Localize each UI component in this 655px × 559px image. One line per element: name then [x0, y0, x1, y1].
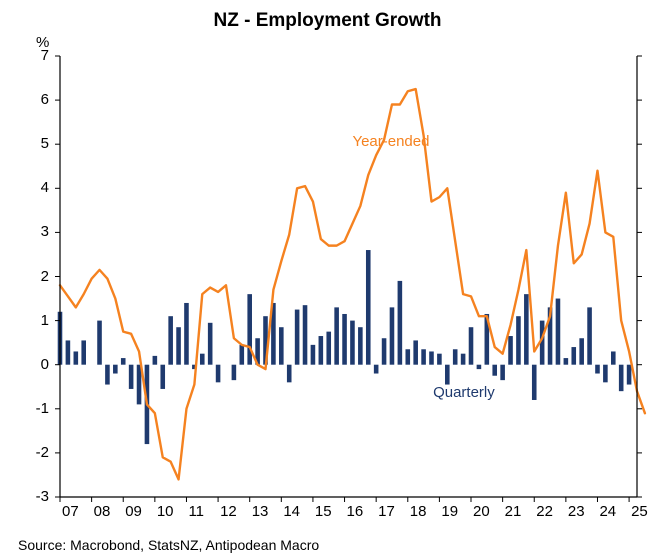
bar	[445, 365, 450, 385]
y-tick-label: 0	[0, 356, 49, 373]
x-tick-label: 18	[410, 503, 427, 520]
x-tick-label: 24	[599, 503, 616, 520]
x-tick-label: 15	[315, 503, 332, 520]
bar	[208, 323, 213, 365]
x-tick-label: 07	[62, 503, 79, 520]
bar	[500, 365, 505, 380]
x-tick-label: 12	[220, 503, 237, 520]
bar	[619, 365, 624, 391]
chart-plot-area	[0, 0, 655, 559]
bar	[579, 338, 584, 364]
bar	[516, 316, 521, 365]
y-tick-label: 4	[0, 179, 49, 196]
bar	[311, 345, 316, 365]
series-label-year-ended: Year-ended	[352, 133, 429, 150]
bar	[168, 316, 173, 365]
bar	[137, 365, 142, 405]
y-tick-label: 5	[0, 135, 49, 152]
bar	[153, 356, 158, 365]
bar	[627, 365, 632, 385]
bar	[295, 310, 300, 365]
chart-source: Source: Macrobond, StatsNZ, Antipodean M…	[18, 537, 319, 553]
bar	[232, 365, 237, 380]
bar	[398, 281, 403, 365]
x-tick-label: 08	[94, 503, 111, 520]
bar	[303, 305, 308, 365]
bar	[508, 336, 513, 365]
employment-growth-chart: NZ - Employment Growth % -3-2-101234567 …	[0, 0, 655, 559]
bar	[603, 365, 608, 383]
bar	[247, 294, 252, 365]
bar	[121, 358, 126, 365]
y-tick-label: -2	[0, 444, 49, 461]
bar	[453, 349, 458, 364]
bar	[461, 354, 466, 365]
series-label-quarterly: Quarterly	[433, 384, 495, 401]
bar	[279, 327, 284, 364]
bar	[350, 321, 355, 365]
bar	[200, 354, 205, 365]
bar	[358, 327, 363, 364]
bar	[366, 250, 371, 365]
bar	[556, 299, 561, 365]
bar	[326, 332, 331, 365]
bar	[176, 327, 181, 364]
bar	[97, 321, 102, 365]
x-tick-label: 25	[631, 503, 648, 520]
bar	[374, 365, 379, 374]
bar	[421, 349, 426, 364]
bar	[240, 345, 245, 365]
bar	[160, 365, 165, 389]
y-tick-label: -1	[0, 400, 49, 417]
x-tick-label: 14	[283, 503, 300, 520]
x-tick-label: 10	[157, 503, 174, 520]
bar	[81, 340, 86, 364]
bar	[595, 365, 600, 374]
bar	[413, 340, 418, 364]
x-tick-label: 23	[568, 503, 585, 520]
bar	[405, 349, 410, 364]
bar	[287, 365, 292, 383]
y-tick-label: 6	[0, 91, 49, 108]
bar	[564, 358, 569, 365]
y-tick-label: -3	[0, 488, 49, 505]
bar	[532, 365, 537, 400]
x-tick-label: 22	[536, 503, 553, 520]
x-tick-label: 17	[378, 503, 395, 520]
y-tick-label: 1	[0, 312, 49, 329]
bar	[437, 354, 442, 365]
bar	[469, 327, 474, 364]
bar	[319, 336, 324, 365]
x-tick-label: 11	[188, 503, 204, 520]
x-tick-label: 20	[473, 503, 490, 520]
bar	[571, 347, 576, 365]
bar	[113, 365, 118, 374]
x-tick-label: 09	[125, 503, 142, 520]
bar	[74, 351, 79, 364]
x-tick-label: 21	[505, 503, 522, 520]
x-tick-label: 19	[441, 503, 458, 520]
bar	[342, 314, 347, 365]
bar	[334, 307, 339, 364]
x-tick-label: 13	[252, 503, 269, 520]
bar	[129, 365, 134, 389]
bar	[66, 340, 71, 364]
y-tick-label: 2	[0, 268, 49, 285]
y-tick-label: 3	[0, 223, 49, 240]
bar	[524, 294, 529, 365]
bar	[105, 365, 110, 385]
y-tick-label: 7	[0, 47, 49, 64]
bar	[492, 365, 497, 376]
bar	[216, 365, 221, 383]
bar	[184, 303, 189, 365]
bar	[587, 307, 592, 364]
bar	[611, 351, 616, 364]
bar	[477, 365, 482, 369]
x-tick-label: 16	[347, 503, 364, 520]
bar	[390, 307, 395, 364]
bar	[382, 338, 387, 364]
bar	[429, 351, 434, 364]
